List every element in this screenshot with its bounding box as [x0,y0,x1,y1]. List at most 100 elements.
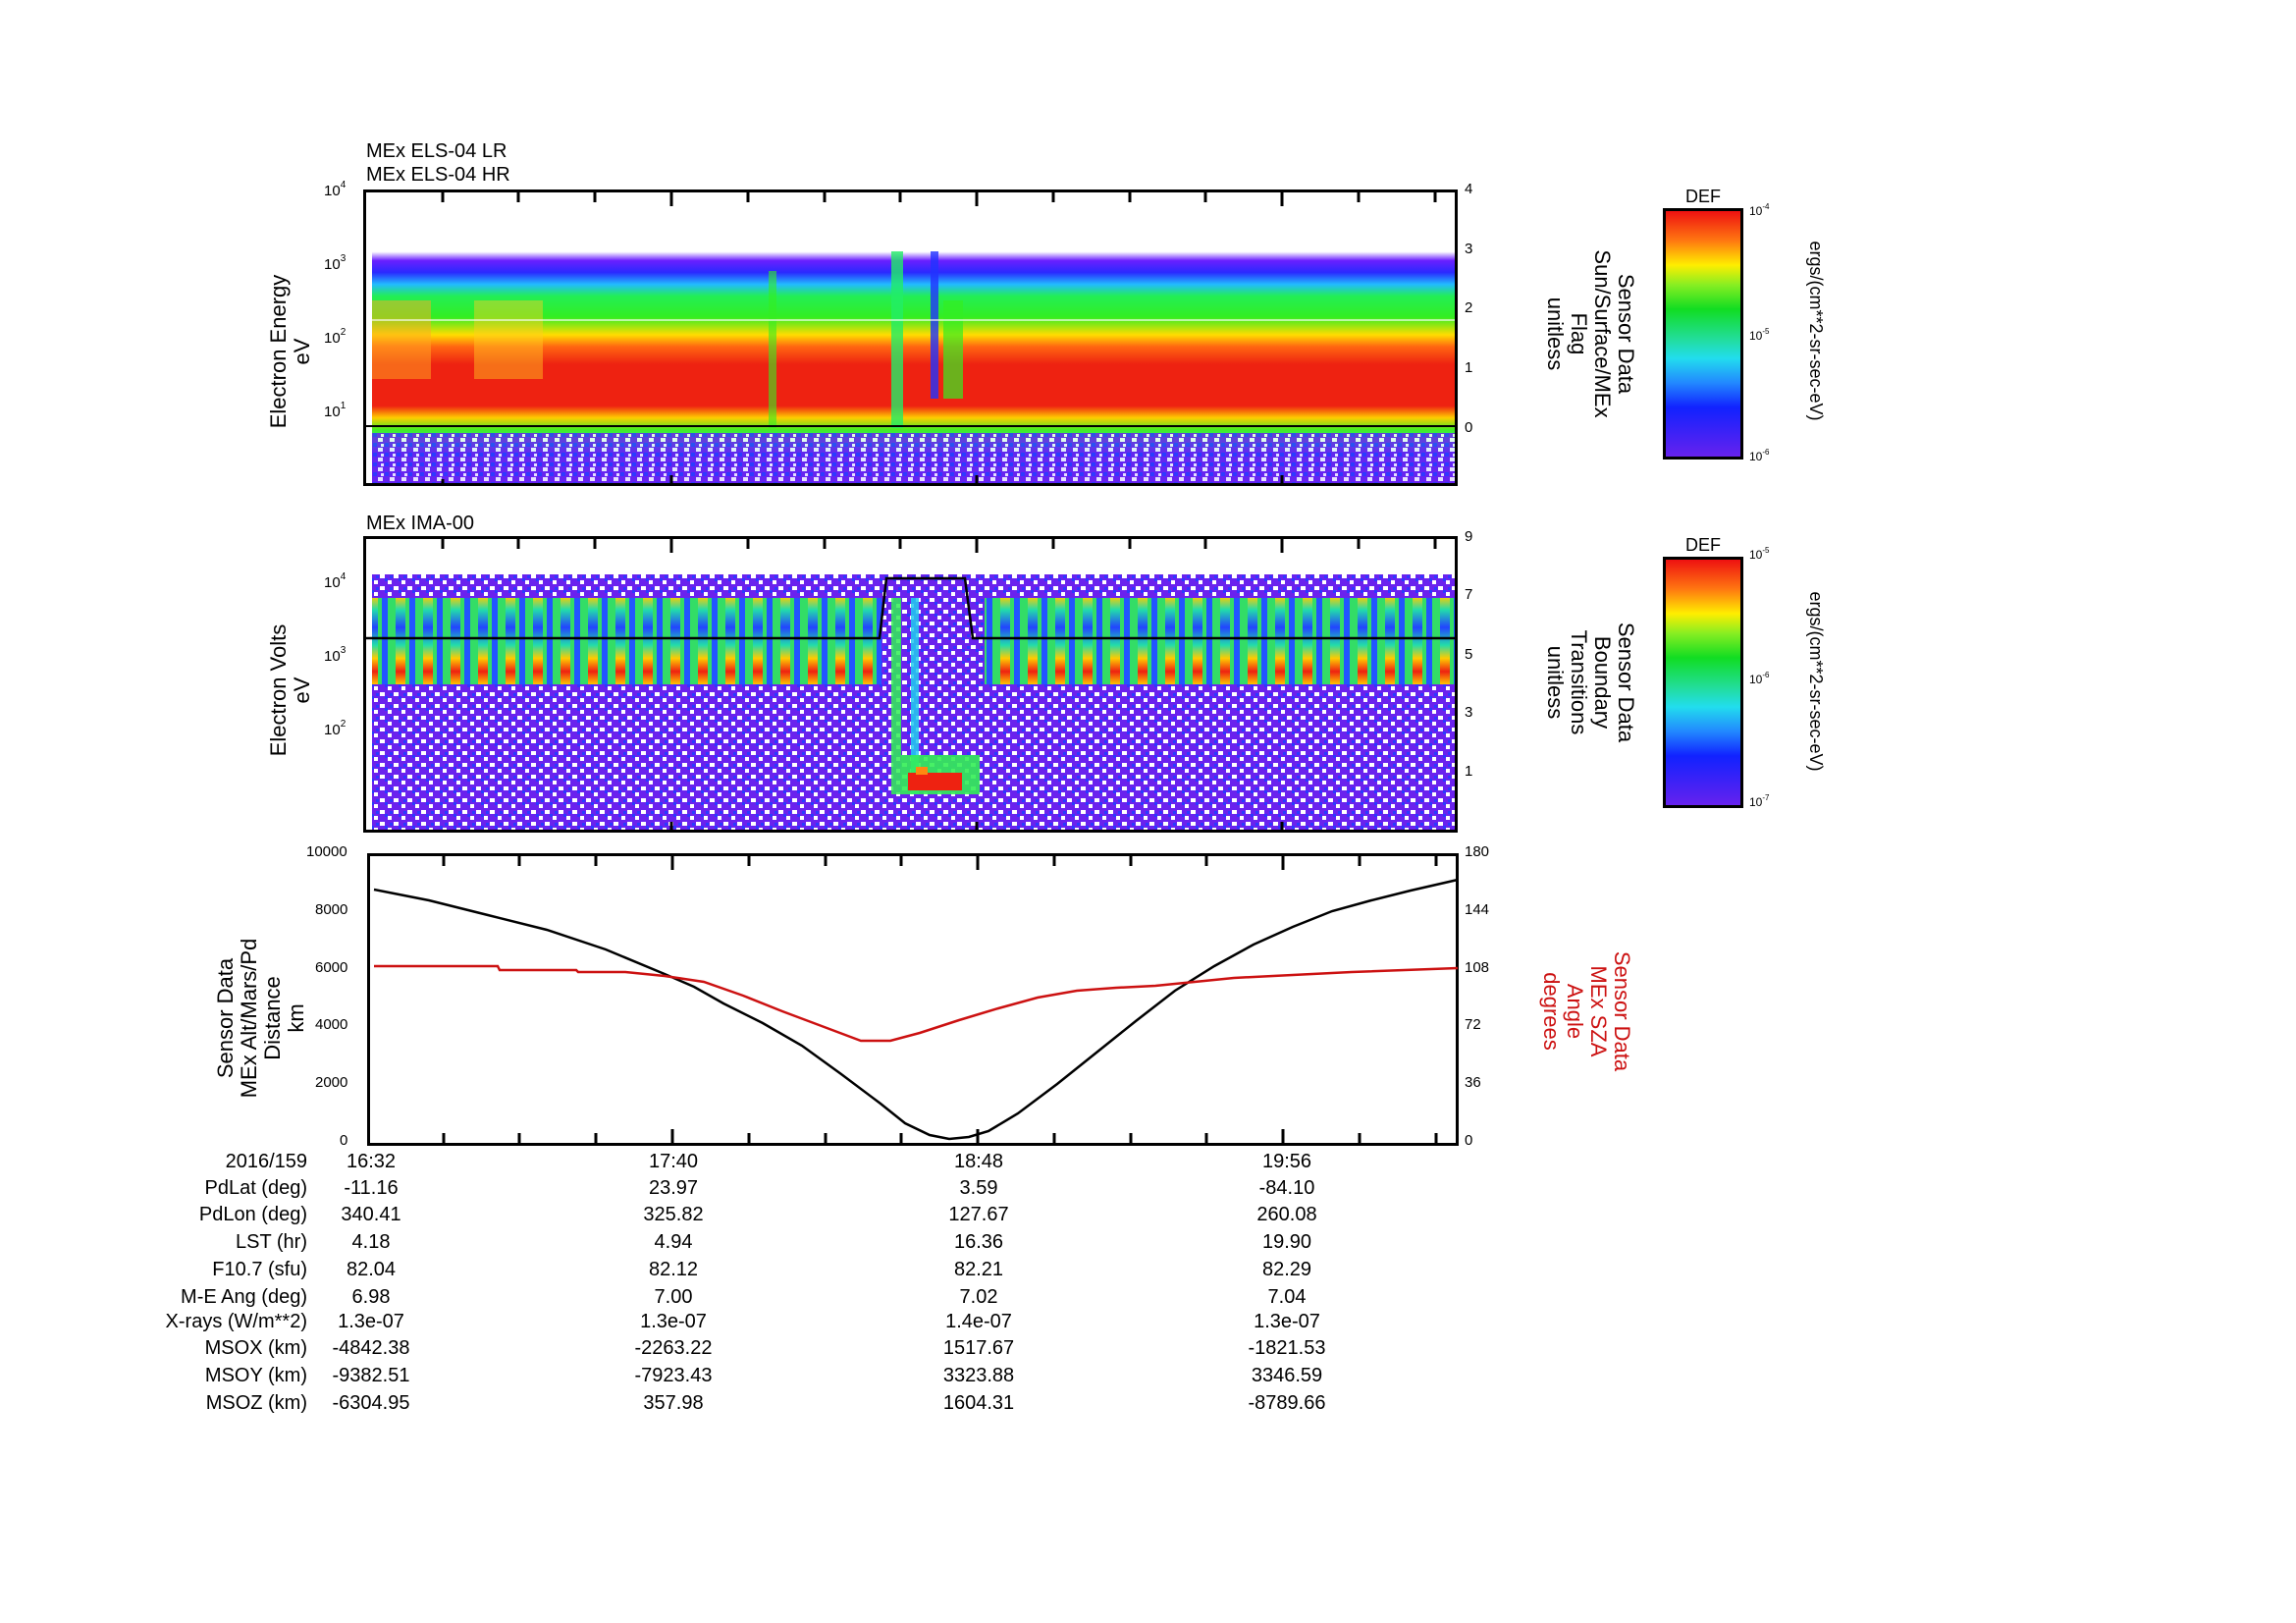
alt-ytick-4000: 4000 [315,1016,348,1033]
eph-col3-pdlat: -84.10 [1258,1177,1315,1199]
eph-col1-xrays: 1.3e-07 [640,1311,707,1332]
ima-colorbar-max: 10-5 [1749,546,1770,562]
eph-col1-lst: 4.94 [654,1231,693,1253]
els-colorbar-mid: 10-5 [1749,327,1770,343]
eph-col0-pdlat: -11.16 [344,1177,399,1199]
ima-y2tick-9: 9 [1465,528,1473,545]
eph-label-xrays: X-rays (W/m**2) [165,1311,307,1332]
els-ytick-1e3: 103 [324,253,347,273]
ima-colorbar-min: 10-7 [1749,793,1770,809]
eph-col0-xrays: 1.3e-07 [338,1311,404,1332]
eph-col0-msox: -4842.38 [332,1337,410,1359]
alt-ytick-6000: 6000 [315,959,348,976]
els-y2tick-2: 2 [1465,299,1473,316]
eph-col3-time: 19:56 [1261,1151,1312,1172]
ima-ytick-1e3: 103 [324,645,347,665]
eph-col1-pdlon: 325.82 [643,1204,704,1225]
alt-y2tick-144: 144 [1465,901,1490,918]
els-ylabel: Electron Energy eV [266,274,314,429]
eph-col2-f107: 82.21 [953,1259,1004,1280]
eph-col3-msoz: -8789.66 [1248,1392,1326,1414]
eph-label-f107: F10.7 (sfu) [212,1259,307,1280]
alt-ytick-0: 0 [340,1132,348,1149]
els-y2tick-0: 0 [1465,419,1473,436]
ima-ytick-1e2: 102 [324,719,347,738]
alt-y2tick-180: 180 [1465,843,1490,860]
els-ytick-1e1: 101 [324,401,347,420]
ima-y2tick-5: 5 [1465,646,1473,663]
alt-ytick-8000: 8000 [315,901,348,918]
eph-col2-me-ang: 7.02 [959,1286,998,1308]
eph-col1-me-ang: 7.00 [654,1286,693,1308]
eph-col1-msoy: -7923.43 [634,1365,713,1386]
eph-col3-pdlon: 260.08 [1256,1204,1317,1225]
alt-ytick-2000: 2000 [315,1074,348,1091]
eph-col1-time: 17:40 [648,1151,699,1172]
eph-label-pdlat: PdLat (deg) [204,1177,307,1199]
alt-y2tick-36: 36 [1465,1074,1481,1091]
alt-ytick-10000: 10000 [306,843,347,860]
eph-col3-msoy: 3346.59 [1251,1365,1323,1386]
eph-col3-me-ang: 7.04 [1267,1286,1307,1308]
eph-col0-f107: 82.04 [346,1259,397,1280]
els-y2tick-1: 1 [1465,359,1473,376]
alt-y2tick-108: 108 [1465,959,1490,976]
eph-col3-msox: -1821.53 [1248,1337,1326,1359]
eph-col2-msoz: 1604.31 [942,1392,1015,1414]
eph-col3-xrays: 1.3e-07 [1254,1311,1320,1332]
els-spectrogram [363,189,1458,486]
ima-colorbar-mid: 10-6 [1749,671,1770,686]
eph-col2-msox: 1517.67 [942,1337,1015,1359]
ima-y2tick-3: 3 [1465,704,1473,721]
eph-col2-time: 18:48 [953,1151,1004,1172]
eph-col1-msoz: 357.98 [643,1392,704,1414]
ima-ylabel: Electron Volts eV [266,623,314,757]
ima-spectrogram-image [366,539,1455,830]
eph-label-me-ang: M-E Ang (deg) [181,1286,307,1308]
alt-plot-lines [373,856,1459,1143]
ima-colorbar-title: DEF [1685,535,1721,555]
eph-col0-lst: 4.18 [351,1231,391,1253]
els-y2tick-3: 3 [1465,241,1473,257]
eph-label-pdlon: PdLon (deg) [198,1204,307,1225]
els-y2tick-4: 4 [1465,181,1473,197]
eph-label-msox: MSOX (km) [204,1337,307,1359]
eph-col0-time: 16:32 [346,1151,397,1172]
eph-col1-f107: 82.12 [648,1259,699,1280]
eph-col0-me-ang: 6.98 [351,1286,391,1308]
alt-ylabel: Sensor Data MEx Alt/Mars/Pd Distance km [213,938,308,1099]
els-ytick-1e4: 104 [324,180,347,199]
eph-col2-pdlon: 127.67 [948,1204,1009,1225]
ima-ytick-1e4: 104 [324,571,347,591]
eph-col2-pdlat: 3.59 [959,1177,998,1199]
eph-col1-pdlat: 23.97 [648,1177,699,1199]
eph-label-date: 2016/159 [225,1151,307,1172]
els-colorbar-title: DEF [1685,187,1721,206]
els-spectrogram-image [366,192,1455,483]
els-colorbar-units: ergs/(cm**2-sr-sec-eV) [1806,241,1826,421]
els-colorbar [1663,208,1743,460]
els-title-hr: MEx ELS-04 HR [366,164,510,186]
els-colorbar-max: 10-4 [1749,202,1770,218]
ima-colorbar-units: ergs/(cm**2-sr-sec-eV) [1806,591,1826,772]
els-colorbar-min: 10-6 [1749,448,1770,463]
eph-label-lst: LST (hr) [236,1231,307,1253]
els-y2label: Sensor Data Sun/Surface/MEx Flag unitles… [1543,249,1638,418]
els-ytick-1e2: 102 [324,327,347,347]
ima-y2label: Sensor Data Boundary Transitions unitles… [1543,622,1638,743]
alt-y2tick-72: 72 [1465,1016,1481,1033]
ima-spectrogram [363,536,1458,833]
eph-col0-msoy: -9382.51 [332,1365,410,1386]
alt-plot [367,853,1459,1146]
ima-y2tick-1: 1 [1465,763,1473,780]
eph-col2-lst: 16.36 [953,1231,1004,1253]
ima-colorbar [1663,557,1743,808]
eph-label-msoz: MSOZ (km) [205,1392,307,1414]
eph-label-msoy: MSOY (km) [204,1365,307,1386]
alt-y2label: Sensor Data MEx SZA Angle degrees [1539,950,1634,1072]
eph-col0-msoz: -6304.95 [332,1392,410,1414]
ima-y2tick-7: 7 [1465,586,1473,603]
eph-col1-msox: -2263.22 [634,1337,713,1359]
eph-col0-pdlon: 340.41 [341,1204,401,1225]
ima-title: MEx IMA-00 [366,513,475,534]
